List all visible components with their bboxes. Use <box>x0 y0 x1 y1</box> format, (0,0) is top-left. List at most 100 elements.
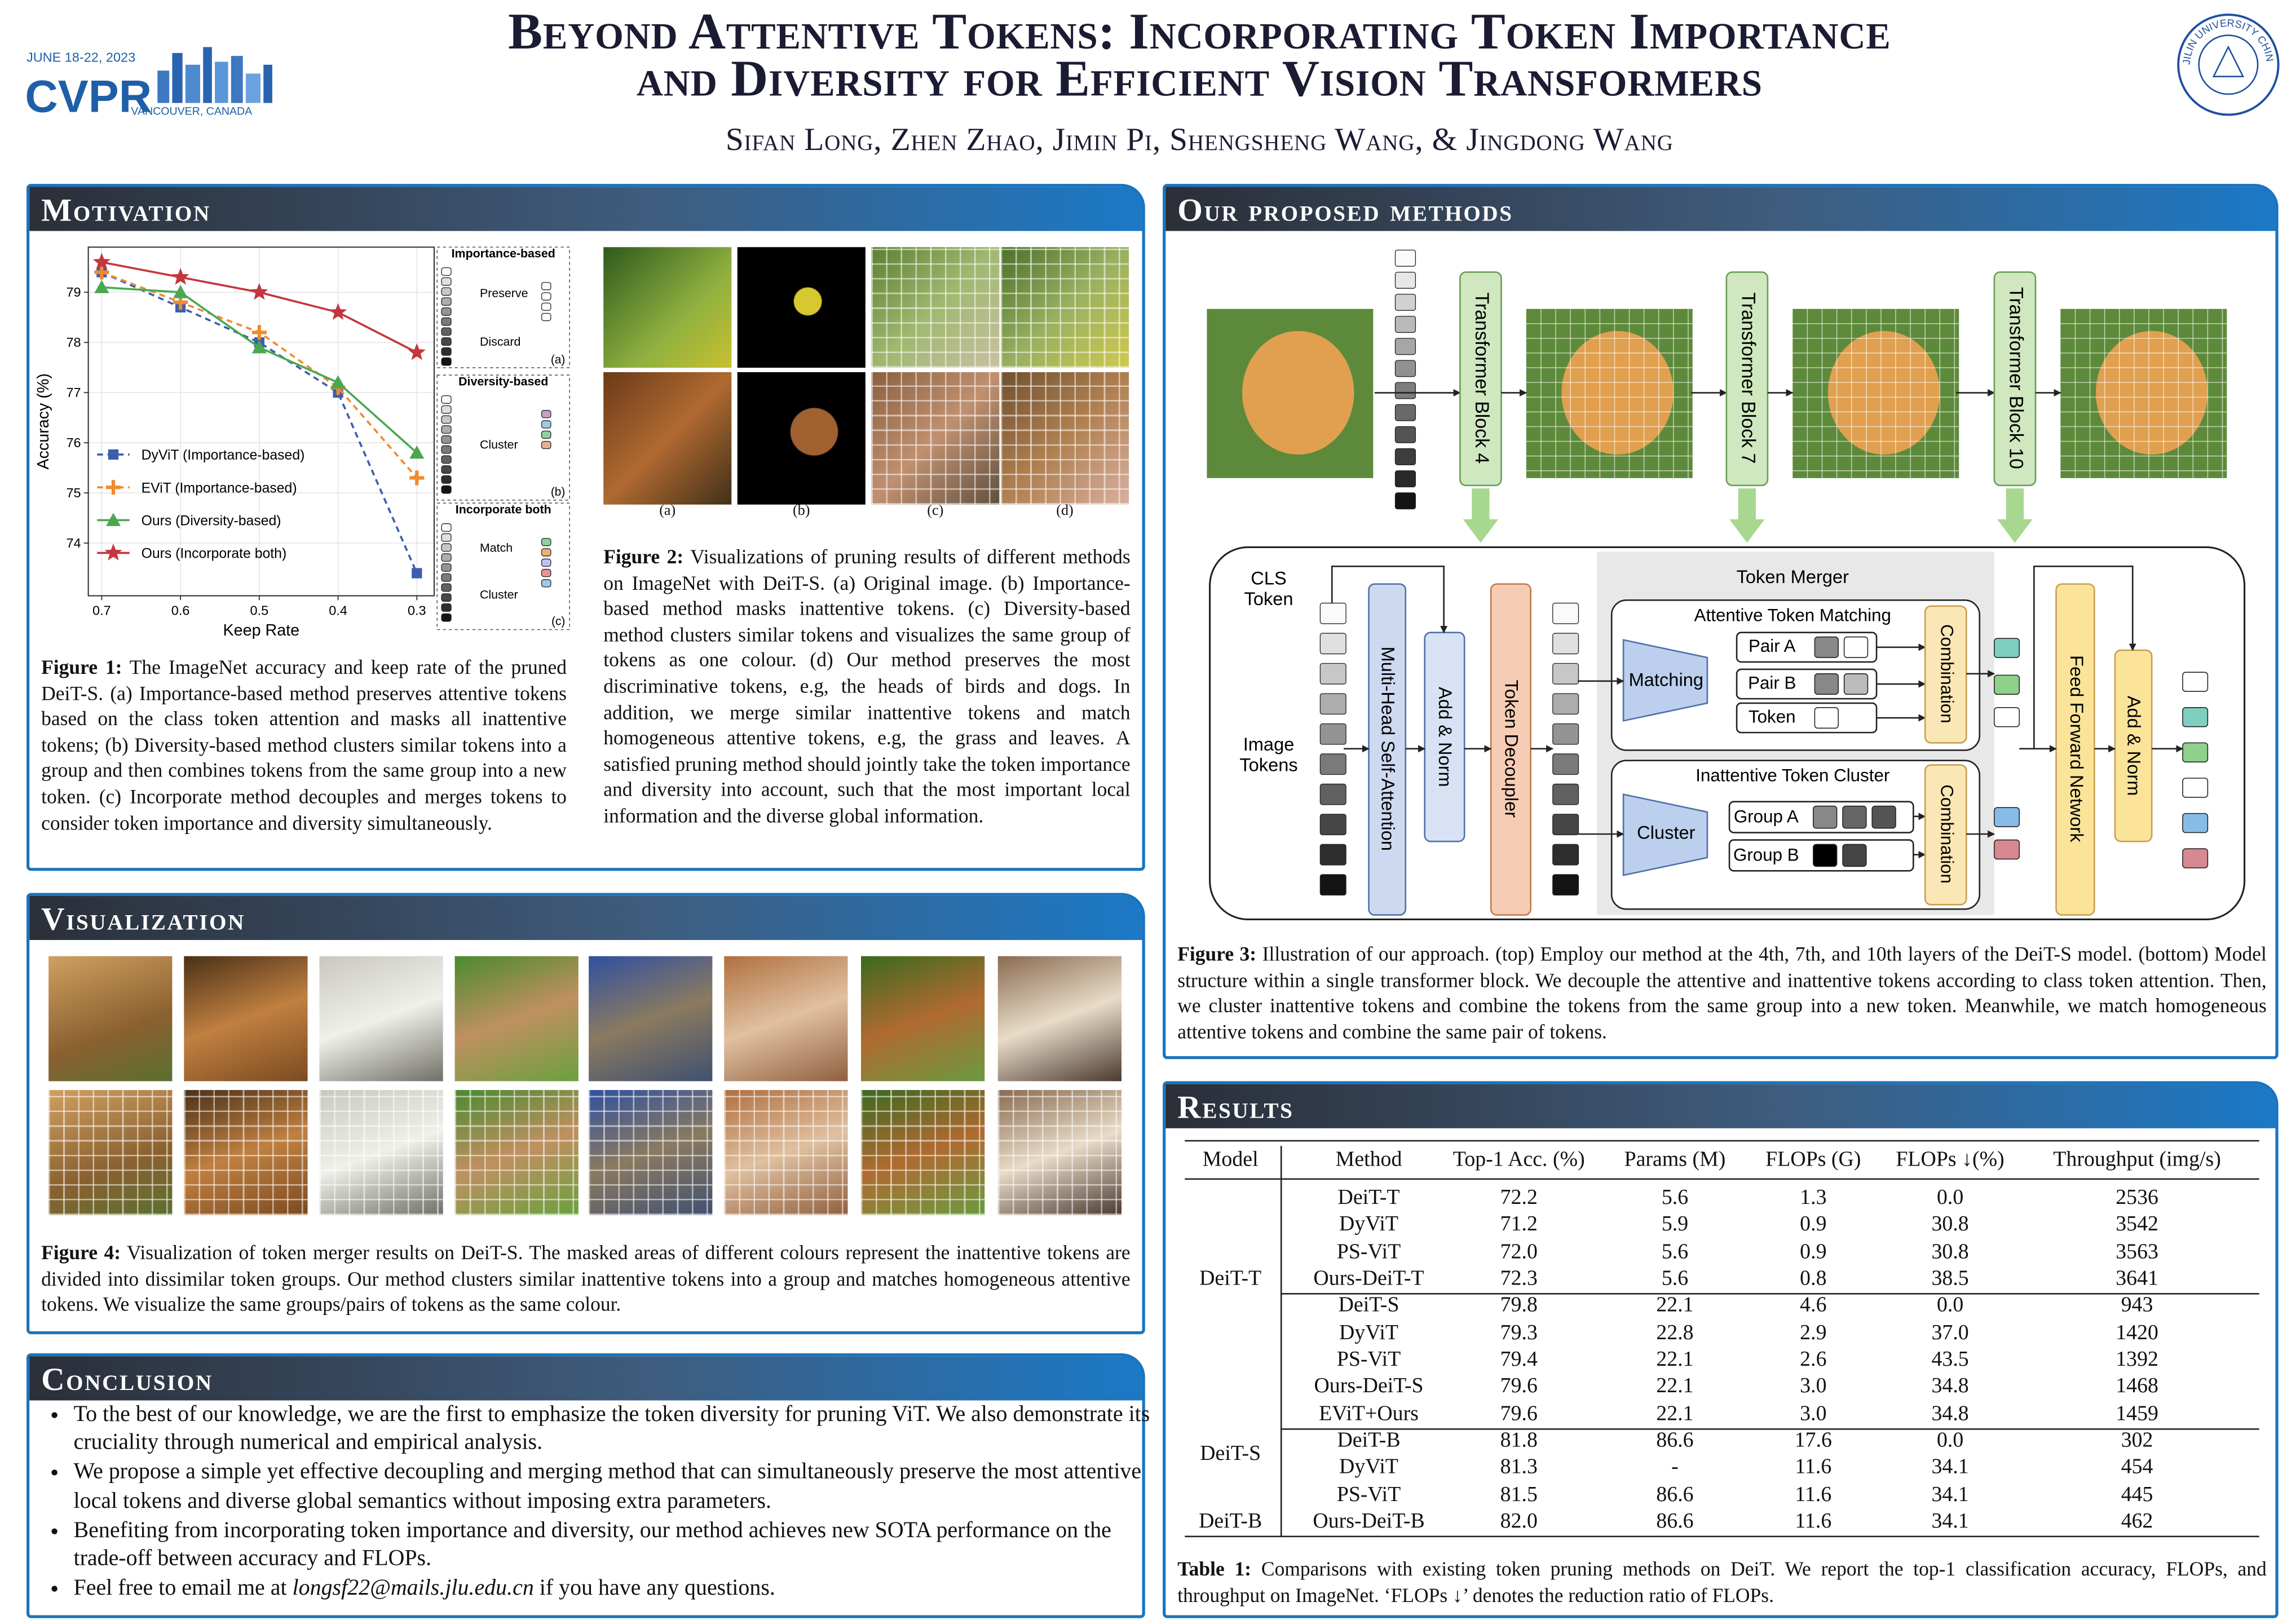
table-cell: 38.5 <box>1931 1267 1969 1291</box>
token <box>441 465 452 474</box>
token <box>441 573 452 582</box>
image-placeholder <box>724 1090 848 1215</box>
table-cell: DyViT <box>1339 1321 1399 1345</box>
plot-frame <box>87 246 435 597</box>
title-line: Beyond Attentive Tokens: Incorporating T… <box>508 3 1891 60</box>
schematic-box <box>436 502 570 630</box>
results-panel: Results <box>1163 1081 2279 1618</box>
output-token <box>541 440 551 449</box>
table-cell: Ours-DeiT-B <box>1313 1510 1425 1534</box>
schematic-label: Preserve <box>480 286 528 300</box>
output-token <box>541 568 551 577</box>
image-placeholder <box>737 247 866 368</box>
legend-label: Ours (Incorporate both) <box>142 546 287 562</box>
token <box>1552 874 1579 896</box>
column-header: Method <box>1335 1148 1402 1172</box>
token <box>1319 874 1346 896</box>
table-cell: Ours-DeiT-S <box>1314 1375 1424 1399</box>
image-placeholder <box>603 372 732 505</box>
model-label: DeiT-T <box>1199 1267 1262 1291</box>
section-heading: Visualization <box>29 895 1142 940</box>
table-cell: 79.4 <box>1500 1348 1538 1372</box>
output-token <box>2182 778 2209 798</box>
legend-label: EViT (Importance-based) <box>142 480 297 496</box>
output-token <box>541 410 551 418</box>
schematic-title: Incorporate both <box>456 502 551 516</box>
output-token <box>541 538 551 546</box>
table-cell: Ours-DeiT-T <box>1313 1267 1424 1291</box>
schematic-title: Diversity-based <box>458 374 548 388</box>
caption-text: Comparisons with existing token pruning … <box>1177 1557 2267 1606</box>
block-label: Transformer Block 7 <box>1737 292 1759 464</box>
token <box>1319 844 1346 866</box>
table-cell: 5.9 <box>1661 1213 1689 1237</box>
block-label: Feed Forward Network <box>2067 655 2087 842</box>
output-token <box>2182 672 2209 692</box>
group-label: Group A <box>1734 807 1799 827</box>
token <box>441 523 452 532</box>
bullet: Benefiting from incorporating token impo… <box>74 1516 1166 1573</box>
merged-token <box>1994 674 2020 695</box>
token <box>1552 753 1579 775</box>
token <box>1843 673 1869 695</box>
table-cell: 22.1 <box>1656 1348 1694 1372</box>
conference-location: VANCOUVER, CANADA <box>131 105 253 117</box>
token <box>1552 723 1579 745</box>
token <box>1319 783 1346 805</box>
table-cell: 30.8 <box>1931 1240 1969 1264</box>
merger-title: Token Merger <box>1737 566 1849 587</box>
panel-label: (d) <box>1056 503 1074 519</box>
token <box>1813 844 1838 867</box>
token <box>1552 844 1579 866</box>
image-placeholder <box>1000 372 1129 505</box>
model-label: DeiT-S <box>1200 1442 1261 1466</box>
token <box>441 337 452 346</box>
image-placeholder <box>1242 330 1354 455</box>
cvpr-logo: JUNE 18-22, 2023 CVPR VANCOUVER, CANADA <box>25 47 272 122</box>
table-cell: 0.0 <box>1936 1294 1964 1318</box>
marker <box>92 253 111 270</box>
caption-label: Figure 1: <box>41 656 122 678</box>
table-cell: 3.0 <box>1800 1375 1827 1399</box>
table-cell: 1459 <box>2116 1402 2158 1426</box>
column-header: FLOPs (G) <box>1765 1148 1861 1172</box>
token <box>1319 633 1346 655</box>
table-rule <box>1280 1146 1282 1536</box>
conclusion-list: To the best of our knowledge, we are the… <box>44 1400 1165 1603</box>
schematic-label: Cluster <box>480 438 518 452</box>
marker <box>412 568 422 579</box>
x-tick-label: 0.6 <box>171 603 190 617</box>
image-placeholder <box>2096 330 2208 455</box>
legend-label: DyViT (Importance-based) <box>142 448 305 463</box>
shape-label: Cluster <box>1637 822 1695 843</box>
marker <box>330 375 346 389</box>
token-label: Token <box>1244 588 1293 609</box>
output-token <box>541 558 551 567</box>
image-placeholder <box>737 372 866 505</box>
output-token <box>541 282 551 290</box>
table-rule <box>1280 1293 2259 1295</box>
token <box>1552 663 1579 685</box>
token <box>1394 426 1416 443</box>
table-cell: 11.6 <box>1795 1482 1832 1507</box>
table-cell: - <box>1671 1456 1679 1480</box>
panel-label: (c) <box>927 503 944 519</box>
token <box>1319 753 1346 775</box>
table-cell: 11.6 <box>1795 1510 1832 1534</box>
caption-text: Visualization of token merger results on… <box>41 1241 1131 1316</box>
image-placeholder <box>997 1090 1122 1215</box>
y-tick-label: 77 <box>66 385 81 400</box>
bullet: Feel free to email me at longsf22@mails.… <box>74 1574 1166 1603</box>
table-cell: 302 <box>2121 1429 2153 1453</box>
combination <box>1924 605 1967 744</box>
table-cell: 81.5 <box>1500 1482 1538 1507</box>
table-cell: 5.6 <box>1661 1267 1689 1291</box>
marker <box>173 285 188 298</box>
caption-text: Illustration of our approach. (top) Empl… <box>1177 943 2267 1043</box>
marker <box>171 268 189 285</box>
table-cell: 72.0 <box>1500 1240 1538 1264</box>
block-label: Add & Norm <box>2124 696 2145 796</box>
x-tick-label: 0.7 <box>92 603 111 617</box>
bullet: To the best of our knowledge, we are the… <box>74 1400 1166 1457</box>
table-cell: 72.2 <box>1500 1186 1538 1210</box>
